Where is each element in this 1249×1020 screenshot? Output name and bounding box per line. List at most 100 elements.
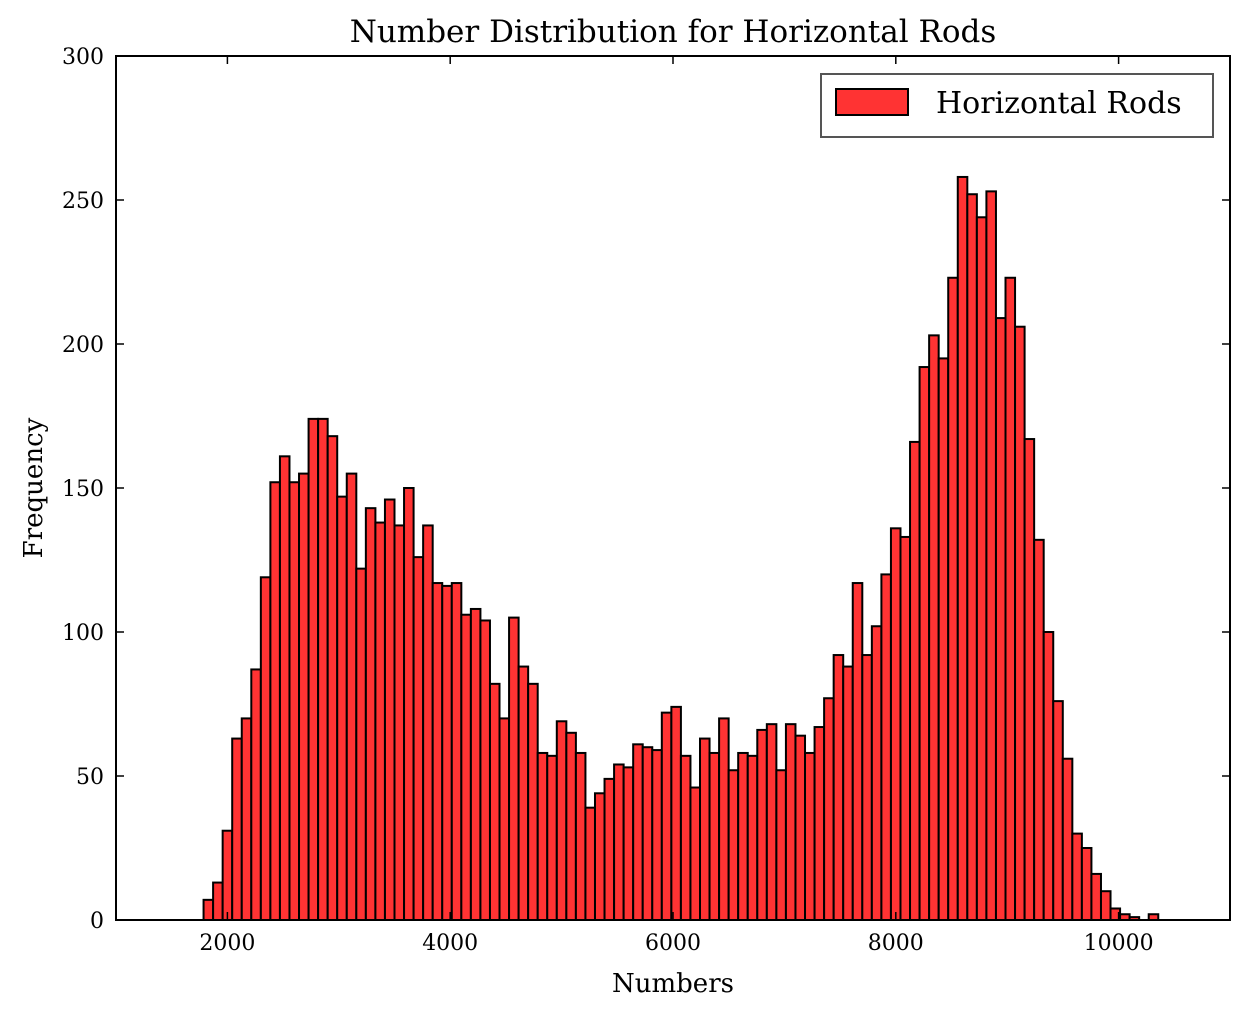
histogram-bar — [240, 717, 253, 922]
histogram-bar — [565, 731, 577, 921]
histogram-bar — [918, 366, 931, 922]
histogram-bar — [412, 556, 425, 921]
histogram-bar — [536, 751, 549, 922]
histogram-bar — [1033, 538, 1045, 922]
histogram-bar — [956, 175, 969, 921]
histogram-bar — [622, 766, 635, 921]
histogram-bar — [593, 792, 606, 922]
histogram-bar — [613, 763, 625, 921]
histogram-bar — [632, 743, 644, 921]
histogram-bar — [975, 216, 988, 921]
histogram-bar — [403, 487, 415, 921]
histogram-bar — [584, 806, 596, 921]
histogram-bar — [641, 746, 654, 922]
histogram-bar — [1052, 700, 1064, 921]
x-axis-label: Numbers — [612, 969, 734, 999]
y-tick-label: 200 — [62, 333, 104, 358]
histogram-bar — [269, 481, 281, 921]
histogram-bar — [278, 455, 291, 921]
histogram-bar — [336, 495, 348, 921]
histogram-bar — [479, 619, 491, 921]
histogram-bar — [212, 881, 224, 921]
histogram-bar — [1090, 872, 1102, 921]
histogram-bar — [1042, 631, 1055, 921]
histogram-bar — [708, 751, 721, 922]
histogram-bar — [460, 613, 472, 921]
histogram-bar — [880, 573, 892, 922]
histogram-bar — [775, 769, 787, 921]
histogram-bar — [947, 276, 959, 921]
histogram-bar — [307, 417, 320, 921]
histogram-bar — [679, 754, 692, 922]
histogram-bar — [861, 654, 873, 921]
y-axis-label: Frequency — [19, 417, 49, 558]
histogram-bar — [1099, 890, 1112, 922]
histogram-bar — [889, 527, 902, 921]
histogram-bar — [851, 582, 864, 921]
histogram-bar — [784, 723, 797, 921]
histogram-bar — [450, 582, 463, 921]
histogram-bar — [899, 535, 912, 922]
histogram-bar — [517, 665, 530, 921]
legend-label: Horizontal Rods — [936, 86, 1182, 121]
x-tick-label: 2000 — [199, 931, 255, 956]
histogram-bar — [508, 616, 520, 921]
histogram-bar — [966, 193, 978, 922]
histogram-bar — [909, 440, 921, 921]
x-tick-label: 10000 — [1084, 931, 1154, 956]
histogram-bar — [250, 668, 262, 921]
histogram-bar — [488, 682, 501, 922]
histogram-bar — [823, 697, 835, 921]
histogram-bar — [574, 751, 587, 922]
y-tick-label: 150 — [62, 477, 104, 502]
histogram-bar — [842, 665, 854, 921]
histogram-bar — [441, 584, 453, 921]
histogram-bar — [469, 607, 482, 922]
histogram-bar — [670, 705, 682, 921]
legend: Horizontal Rods — [820, 73, 1214, 138]
histogram-bar — [422, 524, 434, 921]
histogram-bar — [259, 576, 272, 922]
histogram-bar — [985, 190, 997, 922]
histogram-bar — [832, 654, 845, 921]
histogram-bar — [221, 829, 234, 921]
histogram-bar — [1014, 325, 1026, 922]
histogram-bar — [527, 682, 539, 922]
histogram-bar — [1061, 757, 1074, 921]
histogram-bar — [937, 357, 950, 921]
histogram-bar — [326, 435, 339, 921]
histogram-bar — [603, 777, 616, 921]
histogram-bar — [298, 472, 310, 921]
histogram-bar — [737, 751, 749, 922]
y-tick-label: 100 — [62, 621, 104, 646]
histogram-bar — [804, 751, 816, 922]
y-tick-label: 300 — [62, 45, 104, 70]
legend-swatch — [835, 88, 909, 116]
histogram-bar — [813, 726, 826, 921]
histogram-bar — [1023, 438, 1036, 921]
histogram-bar — [431, 582, 444, 921]
histogram-bar — [345, 472, 358, 921]
histogram-bar — [364, 507, 377, 921]
histogram-bar — [202, 898, 215, 922]
y-tick-label: 50 — [76, 765, 104, 790]
histogram-bar — [870, 625, 883, 921]
histogram-bar — [374, 521, 386, 921]
plot-frame — [115, 55, 1231, 921]
histogram-bar — [555, 720, 568, 922]
histogram-bar — [765, 723, 778, 921]
y-tick-label: 0 — [90, 909, 104, 934]
histogram-bar — [699, 737, 711, 921]
histogram-bar — [660, 711, 673, 922]
bars-group — [202, 175, 1160, 922]
histogram-bar — [689, 786, 702, 922]
histogram-bar — [651, 749, 663, 922]
y-tick-label: 250 — [62, 189, 104, 214]
histogram-bar — [1004, 276, 1017, 921]
ticks-group: 2000 4000 6000 8000 10000 0 50 100 150 200 250 300 — [62, 45, 1230, 956]
histogram-bar — [498, 717, 511, 922]
histogram-bar — [1071, 832, 1083, 921]
x-tick-label: 4000 — [422, 931, 478, 956]
histogram-bar — [355, 567, 367, 921]
histogram-bar — [928, 334, 940, 921]
